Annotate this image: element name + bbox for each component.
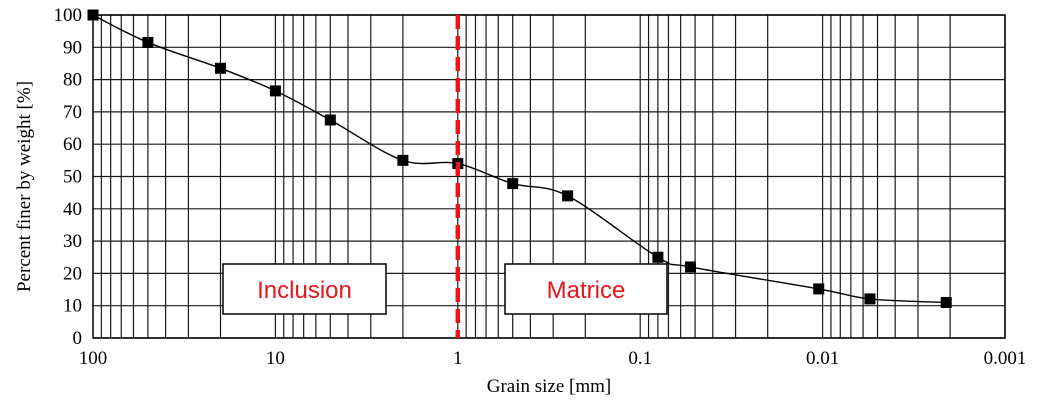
y-tick-label: 80 <box>63 70 82 91</box>
data-point-marker <box>864 293 876 305</box>
data-point-marker <box>142 36 154 48</box>
y-tick-label: 50 <box>63 167 82 188</box>
data-point-marker <box>269 85 281 97</box>
plot-frame <box>92 14 1006 339</box>
annotation-label: Inclusion <box>257 277 352 304</box>
data-point-marker <box>397 154 409 166</box>
x-axis-label: Grain size [mm] <box>487 376 612 397</box>
annotation-matrice: Matrice <box>504 263 668 315</box>
data-point-marker <box>684 261 696 273</box>
y-tick-label: 20 <box>63 263 82 284</box>
annotation-inclusion: Inclusion <box>222 263 387 315</box>
y-axis-label: Percent finer by weight [%] <box>14 81 35 292</box>
data-point-marker <box>214 62 226 74</box>
y-tick-label: 40 <box>63 199 82 220</box>
gradation-curve <box>92 14 947 304</box>
x-tick-label: 0.001 <box>984 348 1027 369</box>
data-point-marker <box>940 296 952 308</box>
x-tick-label: 100 <box>79 348 108 369</box>
annotation-label: Matrice <box>547 277 626 304</box>
y-tick-label: 10 <box>63 296 82 317</box>
annotation-box <box>504 263 668 315</box>
y-tick-label: 90 <box>63 37 82 58</box>
data-point-marker <box>813 283 825 295</box>
y-tick-label: 100 <box>54 5 83 26</box>
data-point-marker <box>324 114 336 126</box>
annotation-layer: Inclusion Matrice <box>222 263 668 315</box>
x-tick-label: 0.1 <box>628 348 652 369</box>
y-tick-label: 70 <box>63 102 82 123</box>
y-tick-label: 0 <box>73 328 83 349</box>
data-point-marker <box>562 190 574 202</box>
x-tick-label: 1 <box>453 348 463 369</box>
data-point-marker <box>507 178 519 190</box>
x-tick-label: 0.01 <box>806 348 839 369</box>
data-point-marker <box>87 9 99 21</box>
x-tick-label: 10 <box>266 348 285 369</box>
y-tick-label: 30 <box>63 231 82 252</box>
tick-label-layer: 100 10 1 0.1 0.01 0.001 0 10 20 30 40 50 60 70 80 90 100 <box>54 5 1027 369</box>
annotation-box <box>222 263 387 315</box>
y-tick-label: 60 <box>63 134 82 155</box>
data-point-marker <box>652 251 664 263</box>
